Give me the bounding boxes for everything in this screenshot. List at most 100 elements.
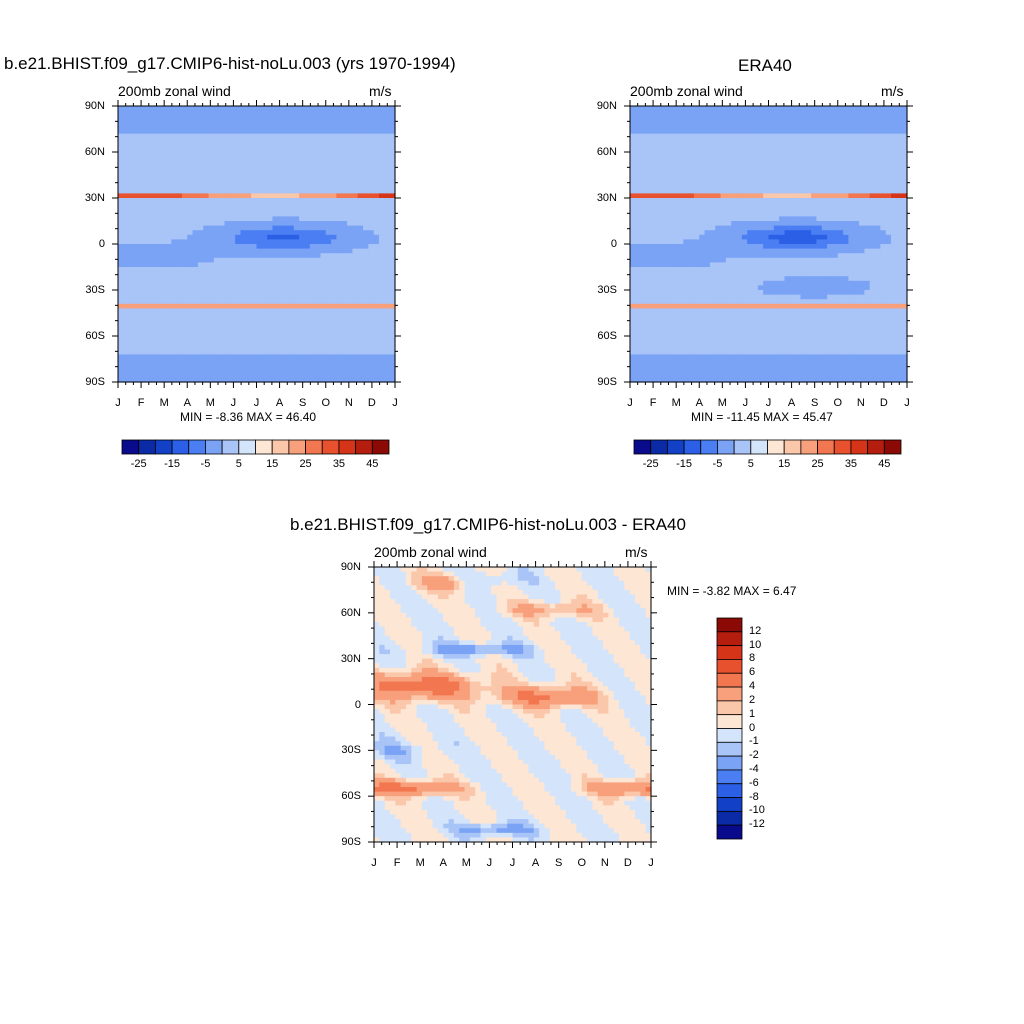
panel2-cell [720, 345, 727, 351]
panel1-cell [208, 345, 215, 351]
panel1-cell [384, 345, 391, 351]
panel1-cell [251, 211, 258, 217]
panel1-cell [331, 322, 338, 328]
panel2-cell [645, 308, 652, 314]
panel1-cell [123, 202, 130, 208]
panel1-cell [389, 188, 396, 194]
panel1-cell [235, 138, 242, 144]
panel1-cell [352, 225, 359, 231]
panel1-cell [347, 133, 353, 139]
panel1-cell [309, 317, 316, 323]
panel2-cell [752, 349, 759, 355]
panel1-cell [118, 354, 124, 360]
panel1-cell [357, 110, 364, 116]
panel2-cell [763, 267, 770, 273]
panel2-cell [720, 156, 727, 162]
panel1-cell [219, 106, 226, 112]
panel2-cell [656, 221, 663, 227]
panel1-cell [176, 175, 183, 181]
panel2-cell [656, 138, 663, 144]
panel2-cell [677, 303, 684, 309]
panel2-cell [720, 202, 727, 208]
panel1-cell [256, 115, 263, 121]
panel2-cell [725, 294, 732, 300]
panel2-cell [645, 271, 652, 277]
panel1-cell [256, 377, 263, 383]
panel1-cell [181, 299, 188, 305]
panel1-cell [336, 230, 343, 236]
panel1-cell [347, 368, 353, 374]
panel1-cell [373, 372, 380, 378]
panel1-cell [293, 349, 300, 355]
panel1-cell [123, 340, 130, 346]
panel1-cell [299, 363, 306, 369]
panel2-cell [704, 280, 711, 286]
panel2-cell [688, 138, 695, 144]
panel2-cell [656, 211, 663, 217]
panel1-cell [315, 119, 322, 125]
panel1-cell [368, 202, 375, 208]
panel2-cell [688, 133, 695, 139]
panel1-cell [320, 170, 327, 176]
panel1-cell [304, 248, 311, 254]
panel1-cell [235, 147, 242, 153]
panel2-cell [667, 184, 674, 190]
panel1-cell [155, 257, 162, 263]
panel1-cell [320, 331, 327, 337]
panel1-cell [251, 239, 258, 245]
panel2-cell [630, 331, 636, 337]
panel1-cell [144, 372, 151, 378]
panel1-cell [187, 216, 194, 222]
panel1-cell [267, 202, 274, 208]
panel2-cell [683, 331, 690, 337]
panel1-cell [118, 359, 124, 365]
panel1-cell [160, 188, 167, 194]
panel1-cell [203, 133, 210, 139]
panel1-cell [203, 142, 210, 148]
panel2-cell [688, 267, 695, 273]
panel1-cell [165, 313, 172, 319]
panel2-cell [693, 161, 700, 167]
panel1-cell [341, 198, 348, 204]
panel2-cell [773, 363, 780, 369]
panel1-cell [389, 193, 396, 199]
panel2-cell [704, 244, 711, 250]
panel2-cell [715, 147, 722, 153]
panel1-cell [331, 202, 338, 208]
panel2-cell [773, 110, 780, 116]
panel1-cell [251, 133, 258, 139]
panel2-cell [725, 147, 732, 153]
panel2-cell [640, 359, 647, 365]
panel1-colorbar-swatch [305, 439, 323, 455]
panel2-cell [752, 354, 759, 360]
panel2-cell [635, 345, 642, 351]
panel1-cell [213, 161, 220, 167]
panel2-cell [640, 253, 647, 259]
panel1-cell [389, 165, 396, 171]
panel1-cell [208, 221, 215, 227]
panel1-cell [379, 317, 385, 323]
panel1-cell [219, 188, 226, 194]
panel2-cell [672, 133, 679, 139]
panel2-cell [693, 138, 700, 144]
panel1-cell [256, 138, 263, 144]
panel1-cell [149, 354, 156, 360]
panel2-cell [635, 257, 642, 263]
panel1-cell [368, 124, 375, 130]
panel1-cell [315, 271, 322, 277]
panel1-cell [389, 230, 396, 236]
panel1-cell [341, 308, 348, 314]
panel1-cell [181, 280, 188, 286]
panel2-cell [763, 248, 770, 254]
panel2-cell [693, 313, 700, 319]
panel2-cell [672, 359, 679, 365]
panel2-cell [672, 184, 679, 190]
panel1-cell [139, 193, 146, 199]
panel1-cell [267, 188, 274, 194]
panel1-cell [379, 115, 385, 121]
panel1-cell [293, 313, 300, 319]
panel1-cell [251, 234, 258, 240]
panel2-cell [773, 317, 780, 323]
panel1-cell [384, 326, 391, 332]
panel2-cell [677, 202, 684, 208]
